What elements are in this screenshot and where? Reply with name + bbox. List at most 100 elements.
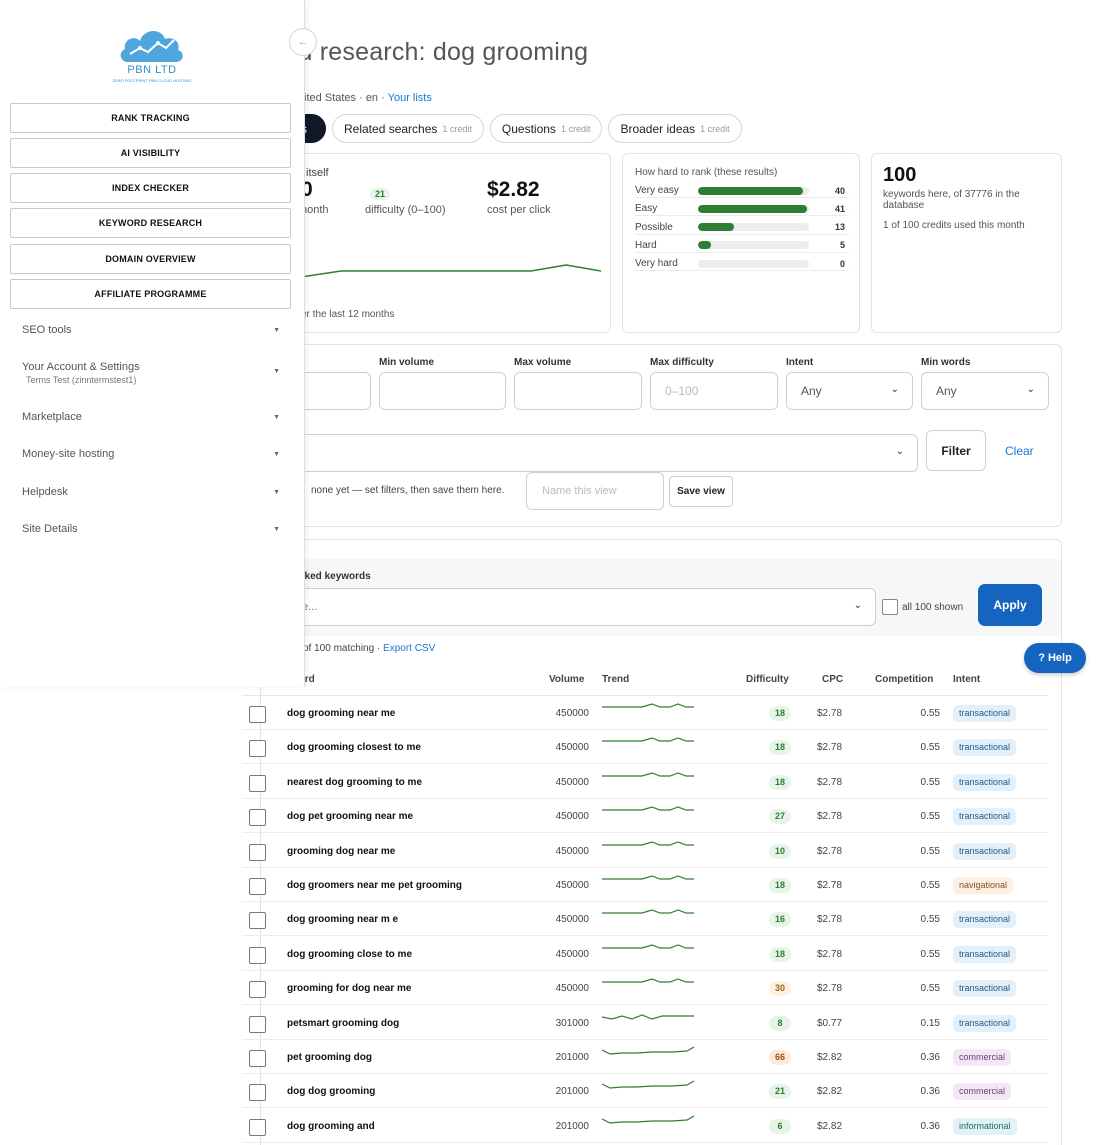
keyword-cell[interactable]: dog grooming closest to me [287, 742, 421, 754]
keyword-cell[interactable]: dog grooming near m e [287, 914, 399, 926]
row-checkbox[interactable] [249, 1050, 266, 1067]
sidebar-item-seo-tools[interactable]: SEO tools ▼ [22, 324, 280, 336]
header-volume[interactable]: Volume [549, 674, 585, 685]
row-checkbox[interactable] [249, 1084, 266, 1102]
table-row[interactable]: dog pet grooming near me 450000 27 $2.78 0.5… [242, 799, 1048, 834]
rank-bar [698, 186, 809, 195]
tab-questions[interactable]: Questions 1 credit [489, 114, 603, 143]
volume-value: 0 [301, 178, 313, 201]
view-name-input[interactable]: Name this view [526, 472, 664, 510]
keyword-cell[interactable]: grooming dog near me [287, 845, 396, 857]
volume-cell: 450000 [555, 708, 589, 719]
checked-keywords-select[interactable]: e... ⌄ [261, 588, 876, 626]
sidebar-item-money-site-hosting[interactable]: Money-site hosting ▼ [22, 448, 280, 460]
account-username: Terms Test (zinntermstest1) [26, 375, 137, 385]
keyword-cell[interactable]: petsmart grooming dog [287, 1017, 400, 1029]
rank-count: 0 [839, 258, 845, 269]
filter-button[interactable]: Filter [926, 430, 986, 471]
nav-ai-visibility[interactable]: AI VISIBILITY [10, 138, 291, 168]
help-button[interactable]: ? Help [1024, 643, 1086, 673]
rank-count: 41 [834, 203, 845, 214]
nav-rank-tracking[interactable]: RANK TRACKING [10, 103, 291, 133]
max-volume-input[interactable] [514, 372, 642, 410]
row-checkbox[interactable] [249, 843, 266, 861]
collapse-sidebar-button[interactable]: ← [289, 28, 317, 56]
header-cpc[interactable]: CPC [822, 674, 844, 685]
row-checkbox[interactable] [249, 912, 266, 930]
keyword-cell[interactable]: dog grooming and [287, 1120, 375, 1132]
header-difficulty[interactable]: Difficulty [746, 674, 789, 685]
keyword-cell[interactable]: dog pet grooming near me [287, 811, 414, 823]
rank-bar [698, 204, 809, 213]
row-checkbox[interactable] [249, 706, 266, 723]
apply-button[interactable]: Apply [978, 584, 1042, 626]
rank-bar-fill [698, 186, 804, 195]
sidebar-item-site-details[interactable]: Site Details ▼ [22, 523, 280, 535]
tab-related-searches[interactable]: Related searches 1 credit [332, 114, 484, 143]
table-row[interactable]: dog dog grooming 201000 21 $2.82 0.36 commerc… [242, 1074, 1048, 1109]
table-header: rword Volume Trend Difficulty CPC Compet… [242, 668, 1048, 696]
table-row[interactable]: petsmart grooming dog 301000 8 $0.77 0.15 tra… [242, 1006, 1048, 1040]
table-row[interactable]: dog grooming and 201000 6 $2.82 0.36 informat… [242, 1109, 1048, 1143]
cpc-cell: $2.78 [817, 742, 843, 754]
difficulty-badge: 18 [769, 706, 791, 721]
keyword-cell[interactable]: dog groomers near me pet grooming [287, 880, 463, 891]
filter-dropdown[interactable]: ⌄ [261, 434, 918, 472]
table-row[interactable]: dog groomers near me pet grooming 450000 1… [242, 868, 1048, 902]
keyword-cell[interactable]: nearest dog grooming to me [287, 776, 423, 788]
row-checkbox[interactable] [249, 946, 266, 964]
export-csv-link[interactable]: Export CSV [383, 643, 436, 654]
header-intent[interactable]: Intent [953, 674, 981, 685]
table-row[interactable]: dog grooming near me 450000 18 $2.78 0.55 tra… [242, 696, 1048, 730]
row-checkbox[interactable] [249, 1015, 266, 1033]
volume-cell: 450000 [555, 776, 589, 788]
keyword-cell[interactable]: dog grooming near me [287, 708, 396, 719]
keyword-cell[interactable]: pet grooming dog [287, 1052, 372, 1063]
nav-domain-overview[interactable]: DOMAIN OVERVIEW [10, 244, 291, 274]
intent-select[interactable]: Any ⌄ [786, 372, 913, 410]
sidebar-item-marketplace[interactable]: Marketplace ▼ [22, 411, 280, 423]
table-row[interactable]: dog grooming closest to me 450000 18 $2.78 0… [242, 730, 1048, 765]
row-checkbox[interactable] [249, 878, 266, 895]
sidebar-item-account[interactable]: Your Account & Settings Terms Test (zinnt… [22, 361, 280, 385]
trend-sparkline [301, 264, 601, 278]
table-row[interactable]: grooming for dog near me 450000 30 $2.78 0.5… [242, 971, 1048, 1006]
min-words-select[interactable]: Any ⌄ [921, 372, 1049, 410]
row-checkbox[interactable] [249, 1118, 266, 1136]
intent-badge: transactional [953, 980, 1017, 998]
row-checkbox[interactable] [249, 740, 266, 758]
tab-questions-label: Questions [501, 121, 556, 136]
all-shown-toggle[interactable]: all 100 shown [882, 599, 963, 615]
trend-sparkline [602, 1080, 695, 1090]
row-checkbox[interactable] [249, 981, 266, 999]
table-row[interactable]: pet grooming dog 201000 66 $2.82 0.36 commerc… [242, 1040, 1048, 1074]
tab-broader-ideas[interactable]: Broader ideas 1 credit [608, 114, 742, 143]
row-checkbox[interactable] [249, 774, 266, 792]
table-row[interactable]: dog grooming near m e 450000 16 $2.78 0.55 tr… [242, 902, 1048, 937]
max-difficulty-input[interactable]: 0–100 [650, 372, 778, 410]
nav-index-checker[interactable]: INDEX CHECKER [10, 173, 291, 203]
table-row[interactable]: nearest dog grooming to me 450000 18 $2.78 0… [242, 765, 1048, 799]
row-checkbox[interactable] [249, 809, 266, 827]
min-volume-input[interactable] [379, 372, 506, 410]
keyword-cell[interactable]: dog dog grooming [287, 1086, 376, 1098]
save-view-button[interactable]: Save view [669, 476, 733, 507]
intent-badge: transactional [953, 808, 1017, 826]
header-competition[interactable]: Competition [875, 674, 934, 685]
nav-affiliate-programme[interactable]: AFFILIATE PROGRAMME [10, 279, 291, 309]
your-lists-link[interactable]: Your lists [387, 92, 432, 104]
keyword-cell[interactable]: grooming for dog near me [287, 983, 412, 995]
table-row[interactable]: grooming dog near me 450000 10 $2.78 0.55 tra… [242, 834, 1048, 868]
keyword-cell[interactable]: dog grooming close to me [287, 948, 413, 960]
all-shown-checkbox[interactable] [882, 599, 898, 615]
volume-cell: 201000 [555, 1086, 589, 1098]
cpc-cell: $2.78 [817, 880, 843, 891]
max-difficulty-label: Max difficulty [650, 357, 714, 368]
clear-link[interactable]: Clear [1005, 444, 1034, 458]
max-volume-label: Max volume [514, 357, 572, 368]
nav-keyword-research[interactable]: KEYWORD RESEARCH [10, 208, 291, 238]
competition-cell: 0.36 [920, 1086, 940, 1098]
rank-label: Hard [635, 239, 657, 251]
sidebar-item-helpdesk[interactable]: Helpdesk ▼ [22, 486, 280, 498]
table-row[interactable]: dog grooming close to me 450000 18 $2.78 0.5… [242, 937, 1048, 971]
